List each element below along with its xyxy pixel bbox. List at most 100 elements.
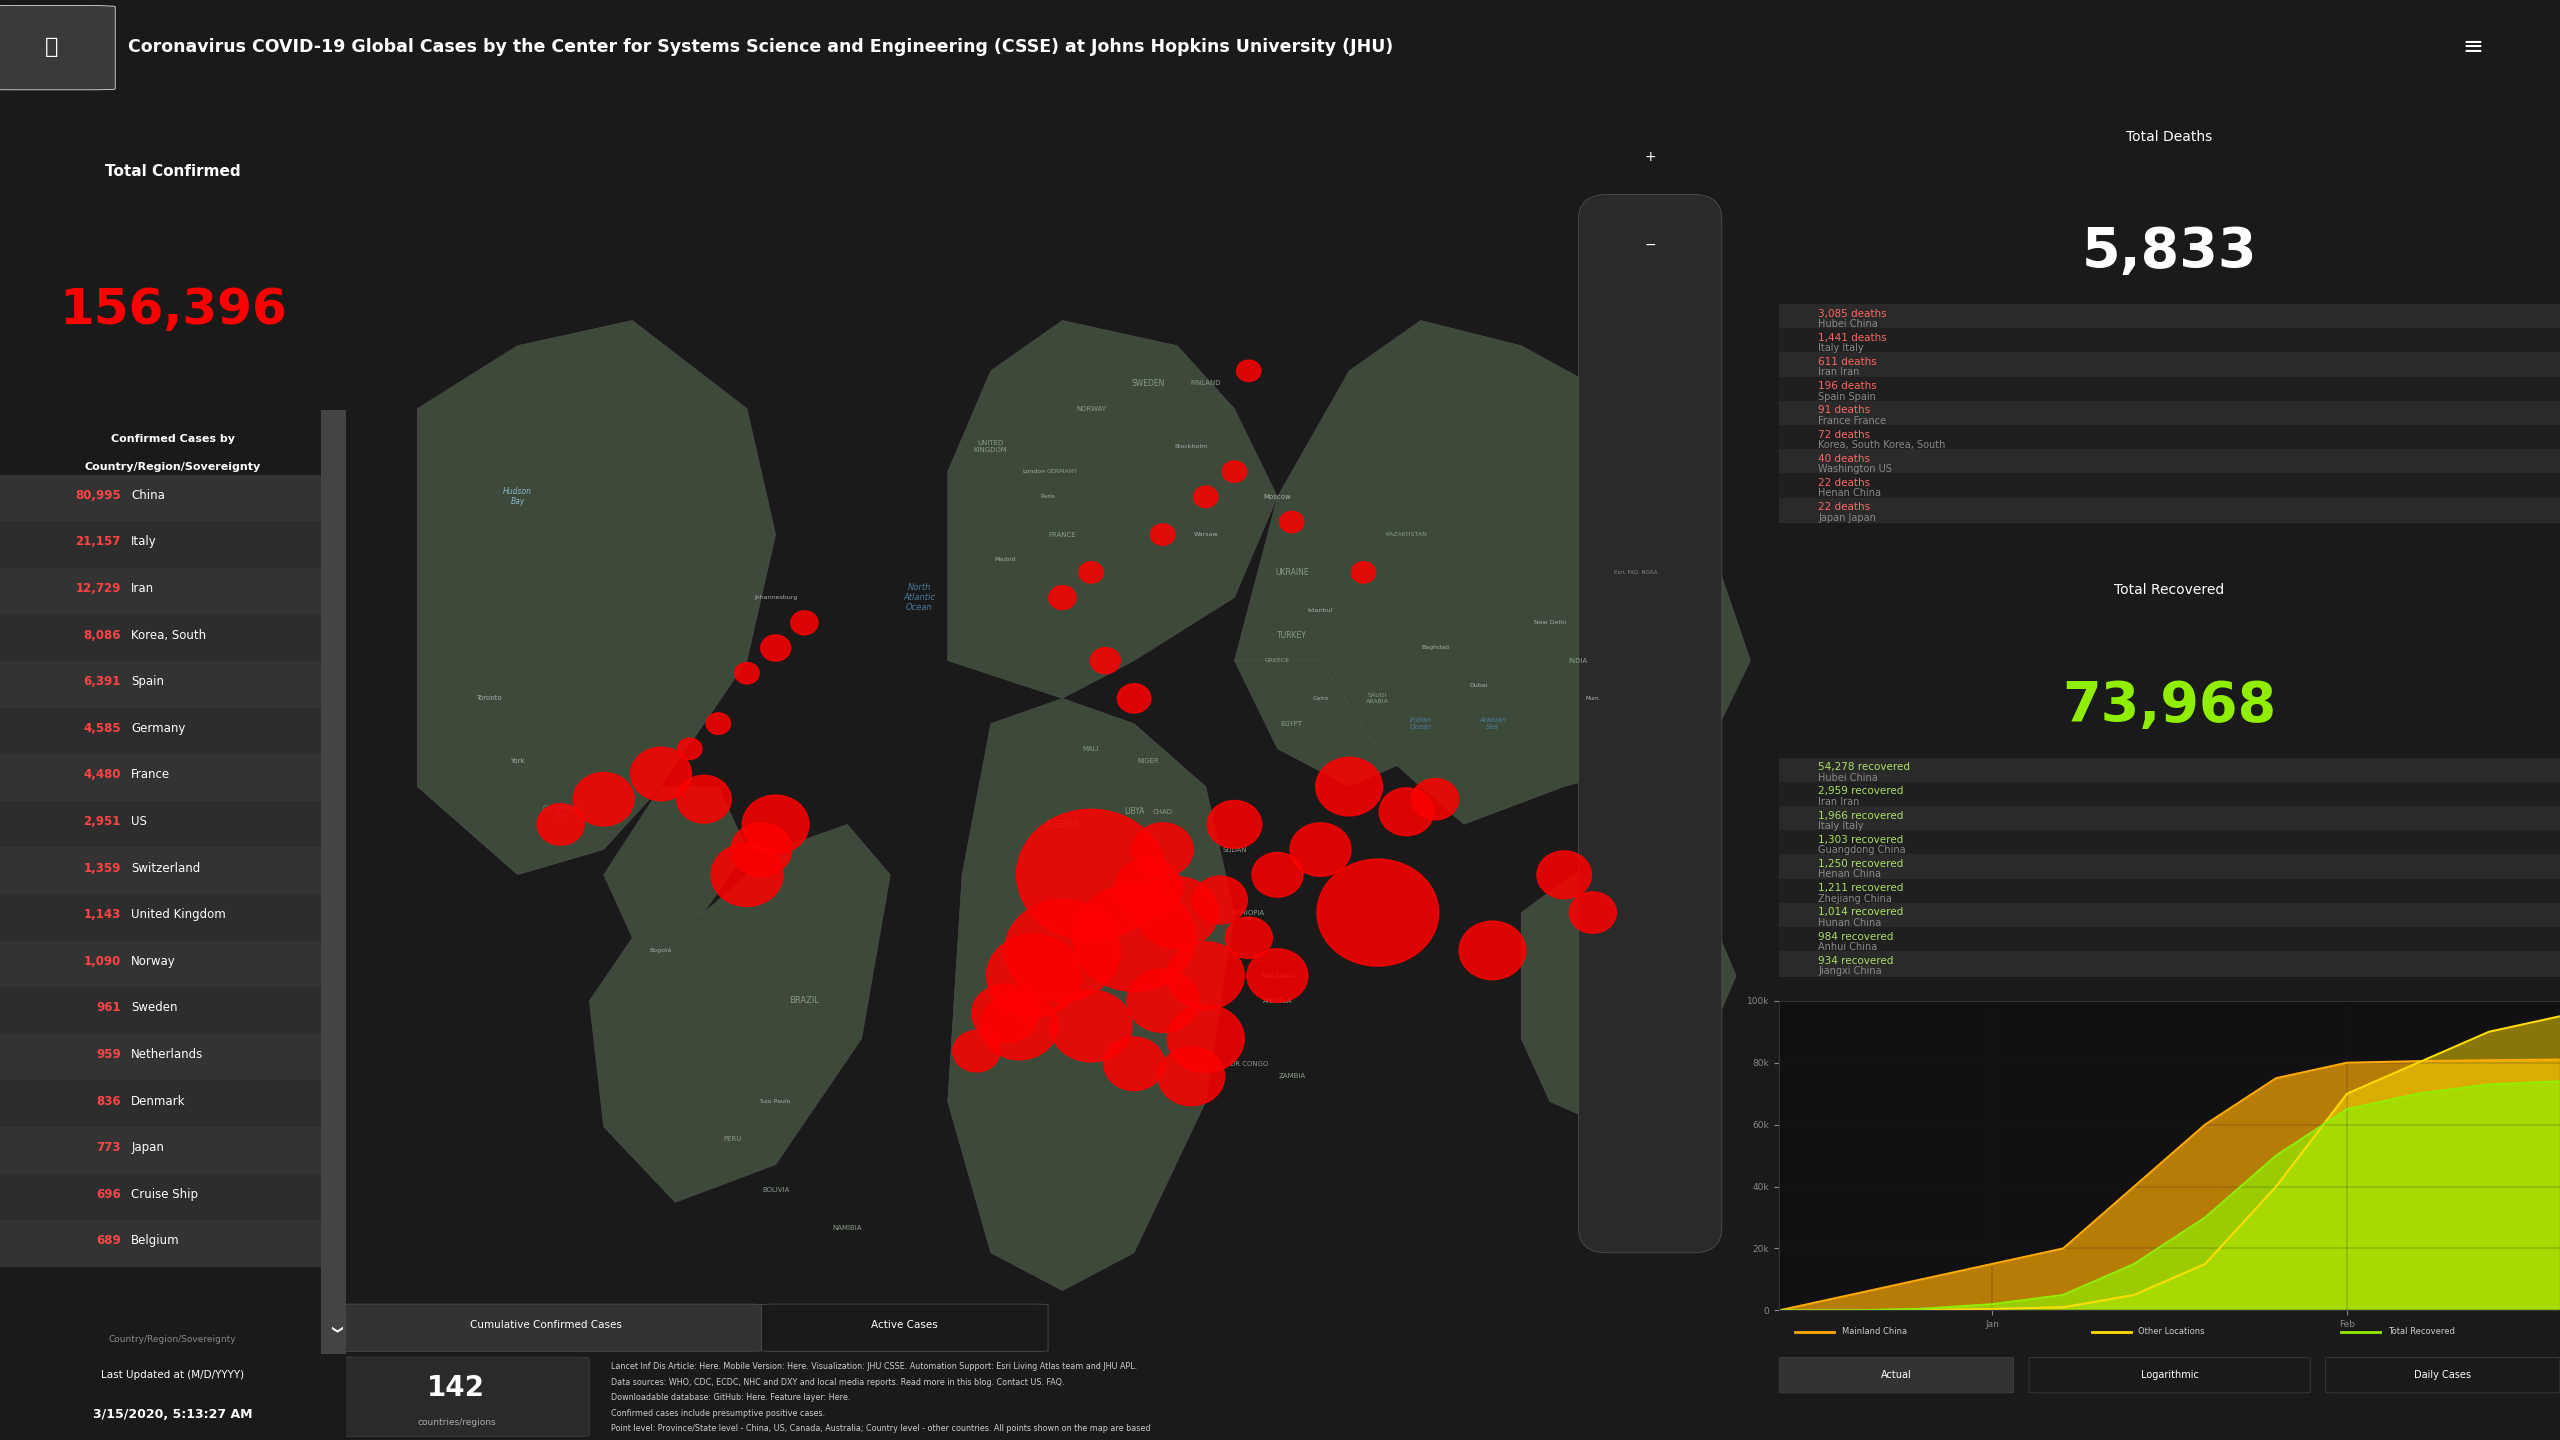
Circle shape (735, 662, 760, 684)
Circle shape (630, 747, 691, 801)
Circle shape (1103, 1037, 1165, 1090)
Text: CHAD: CHAD (1152, 809, 1172, 815)
Circle shape (1290, 822, 1352, 877)
Text: Mum.: Mum. (1585, 696, 1600, 701)
Text: Spain: Spain (131, 675, 164, 688)
Text: 4,480: 4,480 (84, 769, 120, 782)
Circle shape (1316, 757, 1382, 816)
Text: NIGERIA: NIGERIA (1149, 871, 1178, 878)
Text: NIGER: NIGER (1137, 759, 1160, 765)
Text: 2,959 recovered: 2,959 recovered (1818, 786, 1905, 796)
Circle shape (573, 772, 635, 827)
Text: Japan: Japan (131, 1142, 164, 1155)
Circle shape (1252, 852, 1303, 897)
Text: 1,250 recovered: 1,250 recovered (1818, 860, 1905, 868)
Text: Iran: Iran (131, 582, 154, 595)
Circle shape (973, 984, 1039, 1043)
Text: 8,086: 8,086 (84, 629, 120, 642)
Text: Korea, South Korea, South: Korea, South Korea, South (1818, 441, 1946, 449)
Text: France France: France France (1818, 416, 1887, 426)
Text: Downloadable database: GitHub: Here. Feature layer: Here.: Downloadable database: GitHub: Here. Fea… (612, 1394, 850, 1403)
Text: 1,211 recovered: 1,211 recovered (1818, 883, 1905, 893)
Text: 773: 773 (97, 1142, 120, 1155)
Bar (1779, 498, 2560, 523)
Circle shape (1569, 891, 1615, 933)
Text: Confirmed cases include presumptive positive cases.: Confirmed cases include presumptive posi… (612, 1408, 824, 1418)
Text: Cairo: Cairo (1313, 696, 1329, 701)
Text: London: London (1021, 469, 1044, 474)
Circle shape (1116, 858, 1183, 917)
Text: Total Deaths: Total Deaths (2127, 130, 2212, 144)
Text: 1,303 recovered: 1,303 recovered (1818, 835, 1905, 845)
Text: ANGOLA: ANGOLA (1262, 998, 1293, 1004)
Bar (1779, 757, 2560, 783)
Circle shape (1137, 877, 1219, 949)
Circle shape (732, 822, 791, 877)
Bar (0, 567, 346, 615)
Circle shape (1280, 511, 1303, 533)
Text: Moscow: Moscow (1265, 494, 1290, 500)
Text: 🛡: 🛡 (44, 37, 59, 56)
Text: EGYPT: EGYPT (1280, 720, 1303, 727)
Text: SAUDI
ARABIA: SAUDI ARABIA (1367, 693, 1390, 704)
Text: 1,014 recovered: 1,014 recovered (1818, 907, 1905, 917)
Text: SUDAN: SUDAN (1221, 847, 1247, 852)
Text: Germany: Germany (131, 721, 187, 734)
Text: Netherlands: Netherlands (131, 1048, 205, 1061)
Circle shape (1226, 917, 1272, 959)
Text: Mainland China: Mainland China (1841, 1328, 1907, 1336)
Text: Logarithmic: Logarithmic (2140, 1371, 2199, 1380)
Circle shape (1411, 779, 1459, 819)
Text: 961: 961 (97, 1001, 120, 1014)
Text: UNITED
KINGDOM: UNITED KINGDOM (973, 439, 1009, 454)
Circle shape (1149, 524, 1175, 546)
Polygon shape (1234, 572, 1464, 786)
Circle shape (1132, 822, 1193, 877)
Bar (1779, 831, 2560, 855)
Text: Anhui China: Anhui China (1818, 942, 1876, 952)
Circle shape (676, 775, 732, 824)
Text: 984 recovered: 984 recovered (1818, 932, 1894, 942)
Bar (1779, 400, 2560, 426)
Text: New Delhi: New Delhi (1533, 621, 1567, 625)
Text: China: China (131, 488, 166, 501)
Text: 22 deaths: 22 deaths (1818, 478, 1871, 488)
Text: KAZAKHSTAN: KAZAKHSTAN (1385, 533, 1428, 537)
Bar (0, 615, 346, 661)
Text: Total Recovered: Total Recovered (2115, 583, 2225, 598)
Text: 1,966 recovered: 1,966 recovered (1818, 811, 1905, 821)
Text: Cruise Ship: Cruise Ship (131, 1188, 197, 1201)
Text: North
Atlantic
Ocean: North Atlantic Ocean (904, 583, 934, 612)
Text: Arabian
Sea: Arabian Sea (1480, 717, 1505, 730)
Text: 934 recovered: 934 recovered (1818, 956, 1894, 966)
Text: Hubei China: Hubei China (1818, 773, 1879, 782)
Text: Norway: Norway (131, 955, 177, 968)
Text: Other Locations: Other Locations (2138, 1328, 2204, 1336)
Bar (1779, 377, 2560, 402)
Text: ZAMBIA: ZAMBIA (1277, 1073, 1306, 1080)
Text: 1,359: 1,359 (84, 861, 120, 874)
Text: BRAZIL: BRAZIL (788, 996, 819, 1005)
Bar (1779, 782, 2560, 808)
Text: Lancet Inf Dis Article: Here. Mobile Version: Here. Visualization: JHU CSSE. Aut: Lancet Inf Dis Article: Here. Mobile Ver… (612, 1362, 1137, 1371)
Polygon shape (1521, 850, 1736, 1126)
Text: Total Confirmed: Total Confirmed (105, 164, 241, 179)
Text: 6,391: 6,391 (84, 675, 120, 688)
Bar (0, 755, 346, 801)
Circle shape (791, 611, 819, 635)
Bar (0, 521, 346, 569)
Circle shape (1247, 949, 1308, 1002)
Text: BOLIVIA: BOLIVIA (763, 1187, 788, 1192)
Text: Cumulative Confirmed Cases: Cumulative Confirmed Cases (471, 1320, 622, 1329)
Text: 2,951: 2,951 (84, 815, 120, 828)
Circle shape (1316, 860, 1439, 966)
Text: Bogotá: Bogotá (650, 948, 673, 953)
Circle shape (742, 795, 809, 854)
Bar (0, 661, 346, 708)
Text: −: − (1644, 238, 1656, 252)
Text: Coronavirus COVID-19 Global Cases by the Center for Systems Science and Engineer: Coronavirus COVID-19 Global Cases by the… (128, 37, 1393, 56)
Text: Esri, FAO, NOAA: Esri, FAO, NOAA (1615, 570, 1656, 575)
Circle shape (1352, 562, 1375, 583)
Text: INDIA: INDIA (1569, 658, 1587, 664)
Circle shape (1167, 942, 1244, 1009)
